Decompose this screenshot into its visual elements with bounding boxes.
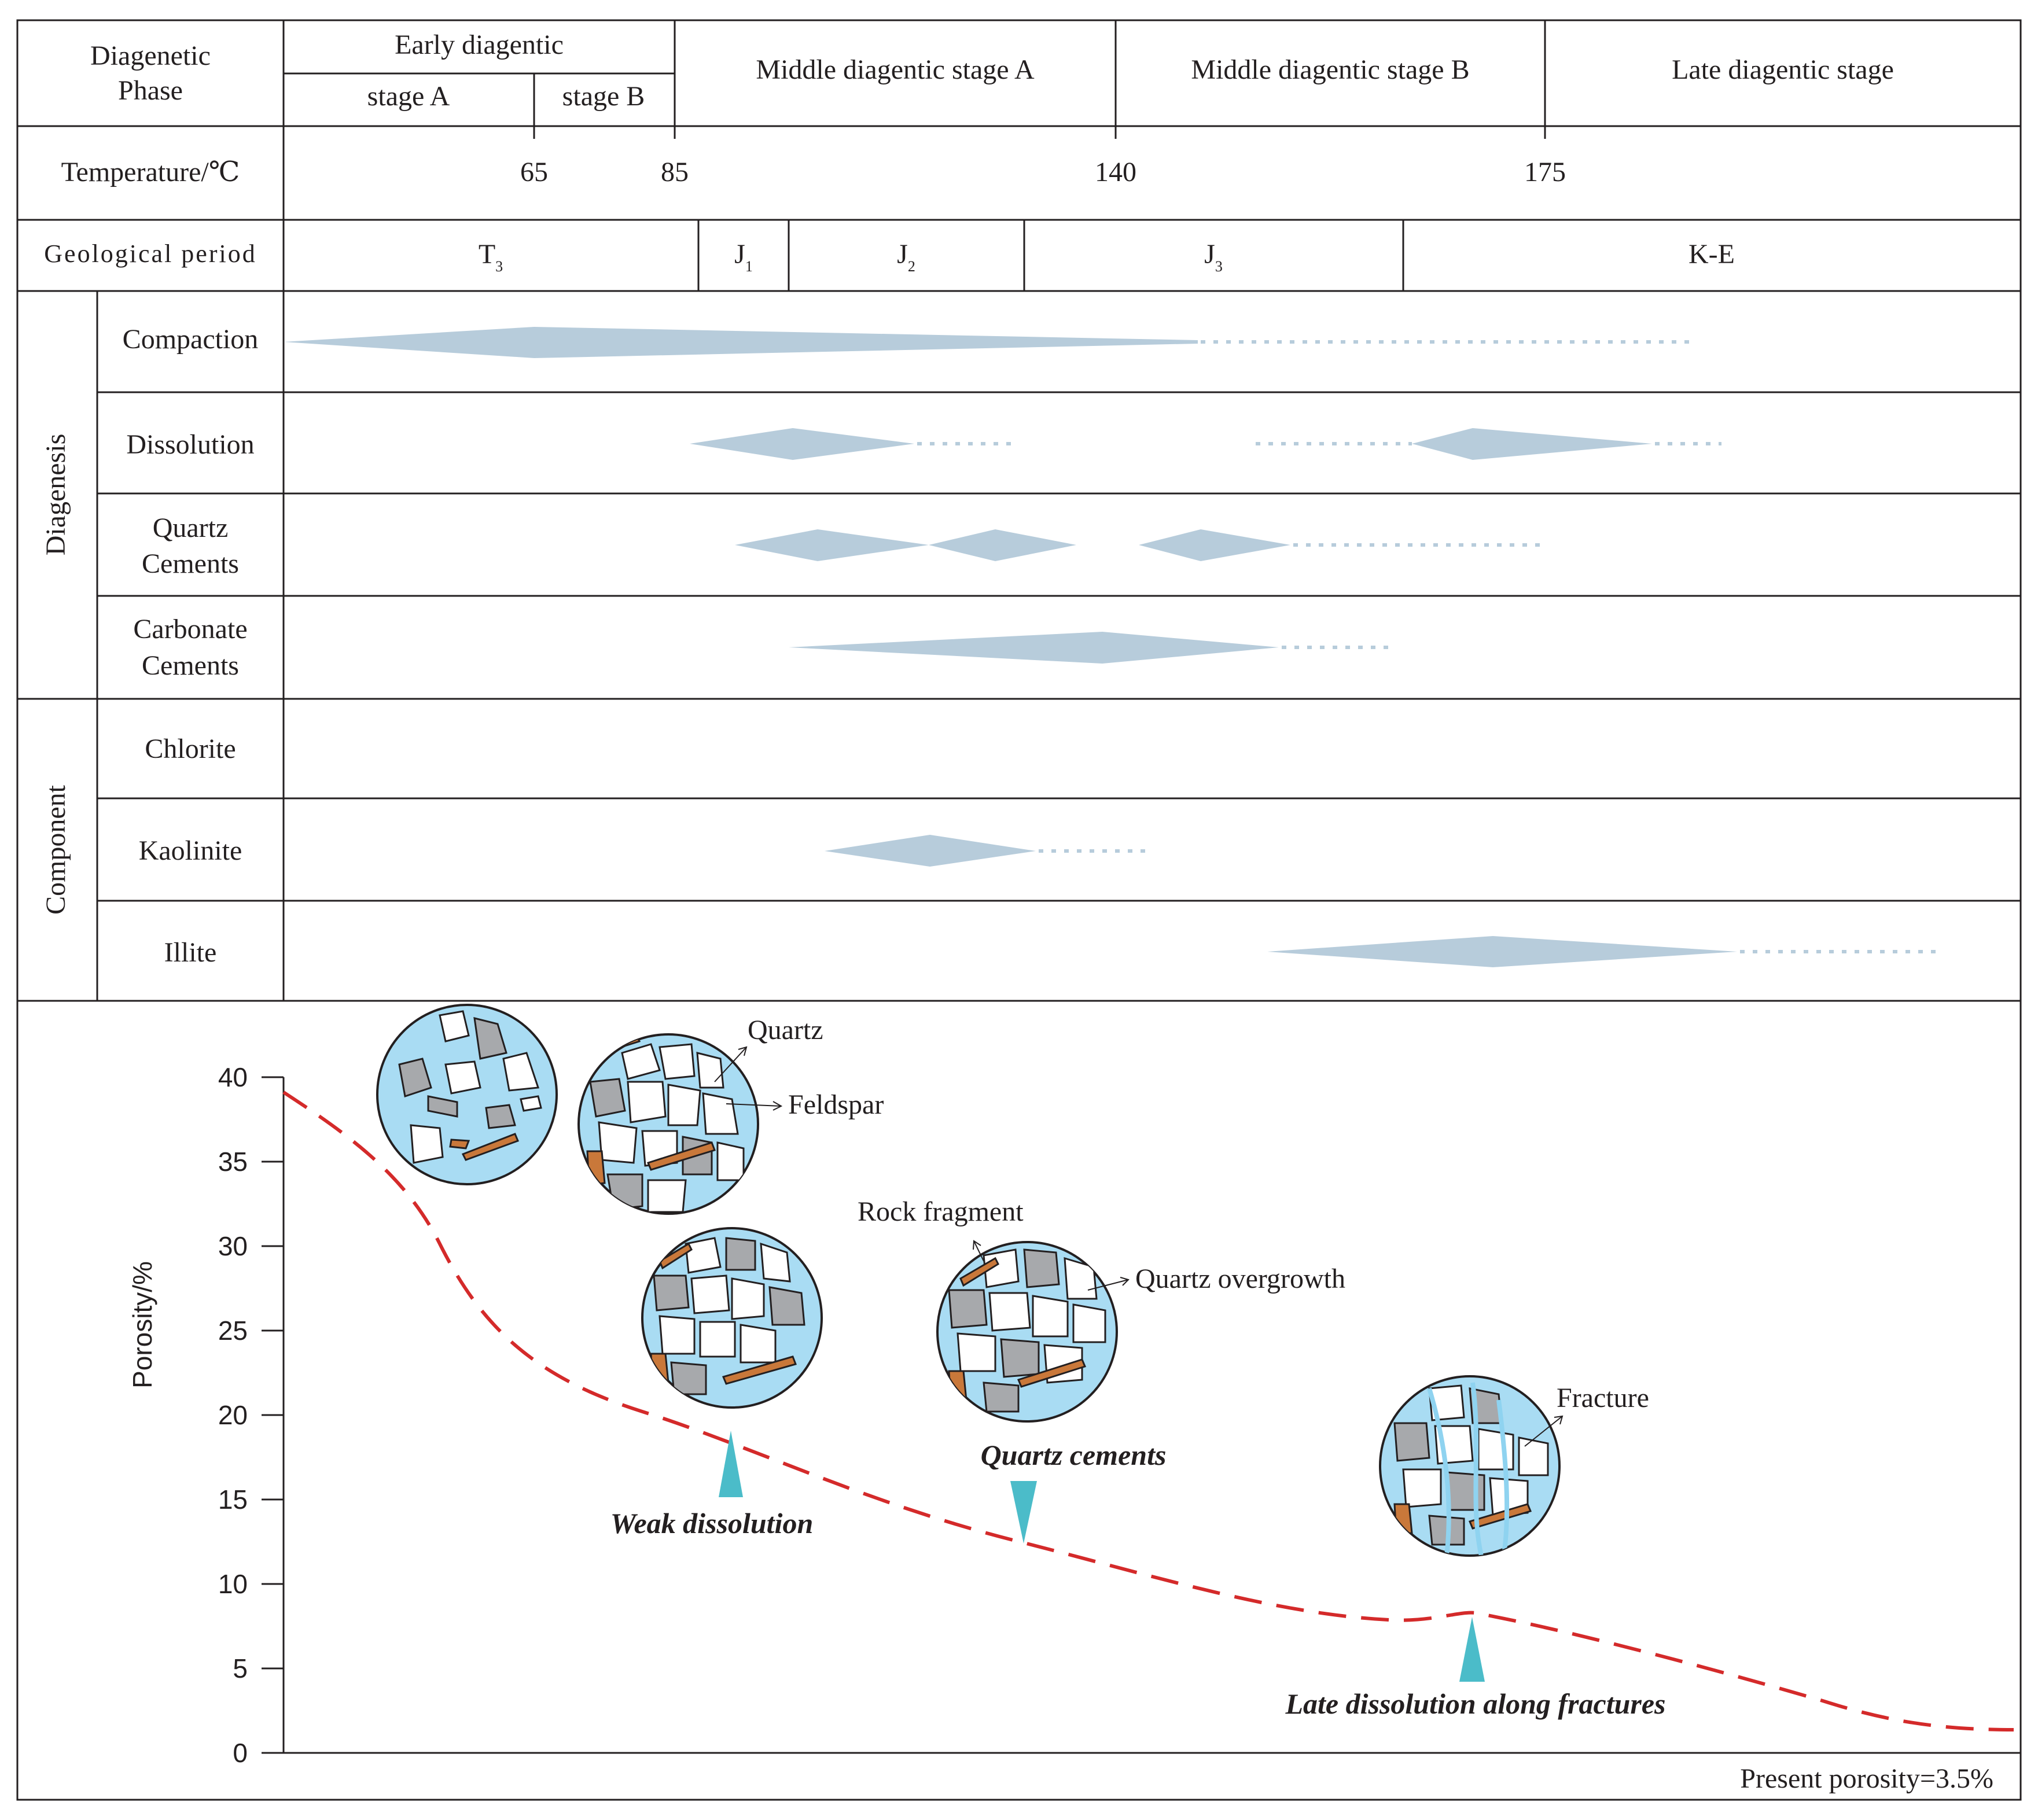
porosity-axis-label: Porosity/% bbox=[127, 1261, 157, 1388]
late-dissolution-marker bbox=[1459, 1617, 1485, 1682]
y-tick-label: 35 bbox=[218, 1147, 248, 1177]
quartz-cements-marker bbox=[1010, 1481, 1037, 1543]
y-tick-label: 25 bbox=[218, 1316, 248, 1346]
period-t3: T3 bbox=[479, 239, 503, 275]
thin-section-quartz-cements bbox=[936, 1241, 1118, 1423]
geological-period-label: Geological period bbox=[44, 240, 256, 268]
y-tick-label: 40 bbox=[218, 1062, 248, 1092]
thin-section-compacted bbox=[577, 1033, 759, 1215]
quartz-label: Quartz bbox=[748, 1015, 823, 1045]
porosity-chart: 40 35 30 25 20 15 10 5 0 Porosity/% Weak… bbox=[127, 1062, 2021, 1794]
row-label-quartz: Quartz bbox=[153, 513, 229, 543]
geological-period-row: Geological period T3 J1 J2 J3 K-E bbox=[44, 239, 1735, 275]
table-grid bbox=[16, 19, 2022, 1801]
y-tick-label: 30 bbox=[218, 1231, 248, 1261]
thin-section-weak-dissolution bbox=[641, 1227, 823, 1409]
row-label-carbonate: Carbonate bbox=[133, 614, 247, 644]
y-tick-label: 10 bbox=[218, 1569, 248, 1599]
header-row: Diagenetic Phase Early diagentic stage A… bbox=[90, 30, 1894, 112]
row-label-chlorite: Chlorite bbox=[145, 734, 236, 764]
porosity-curve bbox=[282, 1090, 2014, 1731]
feldspar-label: Feldspar bbox=[788, 1089, 884, 1120]
rock-fragment-label: Rock fragment bbox=[858, 1196, 1024, 1227]
period-k-e: K-E bbox=[1688, 239, 1735, 270]
middle-stage-b-label: Middle diagentic stage B bbox=[1191, 54, 1469, 85]
y-axis-ticks bbox=[262, 1076, 284, 1754]
y-tick-label: 5 bbox=[233, 1653, 248, 1683]
early-stage-a-label: stage A bbox=[367, 81, 450, 112]
late-stage-label: Late diagentic stage bbox=[1672, 54, 1894, 85]
y-tick-label: 20 bbox=[218, 1400, 248, 1430]
fracture-label: Fracture bbox=[1557, 1383, 1649, 1413]
quartz-cement-bar-2 bbox=[929, 529, 1076, 561]
thin-section-fractured bbox=[1379, 1375, 1561, 1557]
y-tick-label: 15 bbox=[218, 1484, 248, 1515]
component-group: Component Chlorite Kaolinite Illite bbox=[41, 734, 242, 968]
y-tick-label: 0 bbox=[233, 1738, 248, 1768]
row-label-kaolinite: Kaolinite bbox=[139, 835, 242, 866]
weak-dissolution-label: Weak dissolution bbox=[610, 1507, 814, 1539]
middle-stage-a-label: Middle diagentic stage A bbox=[756, 54, 1035, 85]
compaction-bar bbox=[284, 327, 1198, 358]
early-diagenetic-label: Early diagentic bbox=[395, 30, 564, 60]
quartz-cement-bar-3 bbox=[1139, 529, 1290, 561]
quartz-overgrowth-label: Quartz overgrowth bbox=[1135, 1263, 1345, 1294]
row-label-compaction: Compaction bbox=[123, 324, 259, 355]
period-j3: J3 bbox=[1204, 239, 1223, 275]
kaolinite-bar bbox=[825, 835, 1036, 867]
period-j1: J1 bbox=[734, 239, 753, 275]
temperature-tick: 65 bbox=[520, 157, 548, 187]
row-label-quartz-line2: Cements bbox=[142, 548, 239, 579]
row-label-dissolution: Dissolution bbox=[126, 429, 254, 460]
row-label-illite: Illite bbox=[164, 937, 217, 968]
row-label-carbonate-line2: Cements bbox=[142, 650, 239, 681]
duration-bars bbox=[284, 327, 1941, 967]
carbonate-cement-bar bbox=[789, 632, 1279, 664]
component-group-label: Component bbox=[41, 784, 71, 915]
quartz-cements-label: Quartz cements bbox=[981, 1439, 1167, 1471]
phase-label-line2: Phase bbox=[118, 75, 183, 106]
late-dissolution-label: Late dissolution along fractures bbox=[1285, 1688, 1665, 1720]
temperature-tick: 85 bbox=[661, 157, 689, 187]
temperature-tick: 175 bbox=[1524, 157, 1566, 187]
present-porosity-label: Present porosity=3.5% bbox=[1740, 1763, 1993, 1794]
temperature-tick: 140 bbox=[1095, 157, 1136, 187]
thin-section-early bbox=[376, 1004, 558, 1185]
dissolution-bar-early bbox=[690, 428, 914, 460]
weak-dissolution-marker bbox=[719, 1431, 743, 1497]
dissolution-bar-late bbox=[1412, 428, 1652, 460]
phase-label-line1: Diagenetic bbox=[90, 40, 211, 71]
diagenesis-group-label: Diagenesis bbox=[41, 434, 71, 556]
early-stage-b-label: stage B bbox=[562, 81, 645, 112]
mineral-callouts bbox=[714, 1046, 1564, 1447]
diagenesis-group: Diagenesis Compaction Dissolution Quartz… bbox=[41, 324, 258, 681]
temperature-label: Temperature/℃ bbox=[61, 157, 240, 187]
period-j2: J2 bbox=[897, 239, 915, 275]
illite-bar bbox=[1267, 936, 1737, 967]
quartz-cement-bar-1 bbox=[735, 529, 929, 561]
temperature-row: Temperature/℃ 65 85 140 175 bbox=[61, 157, 1566, 187]
